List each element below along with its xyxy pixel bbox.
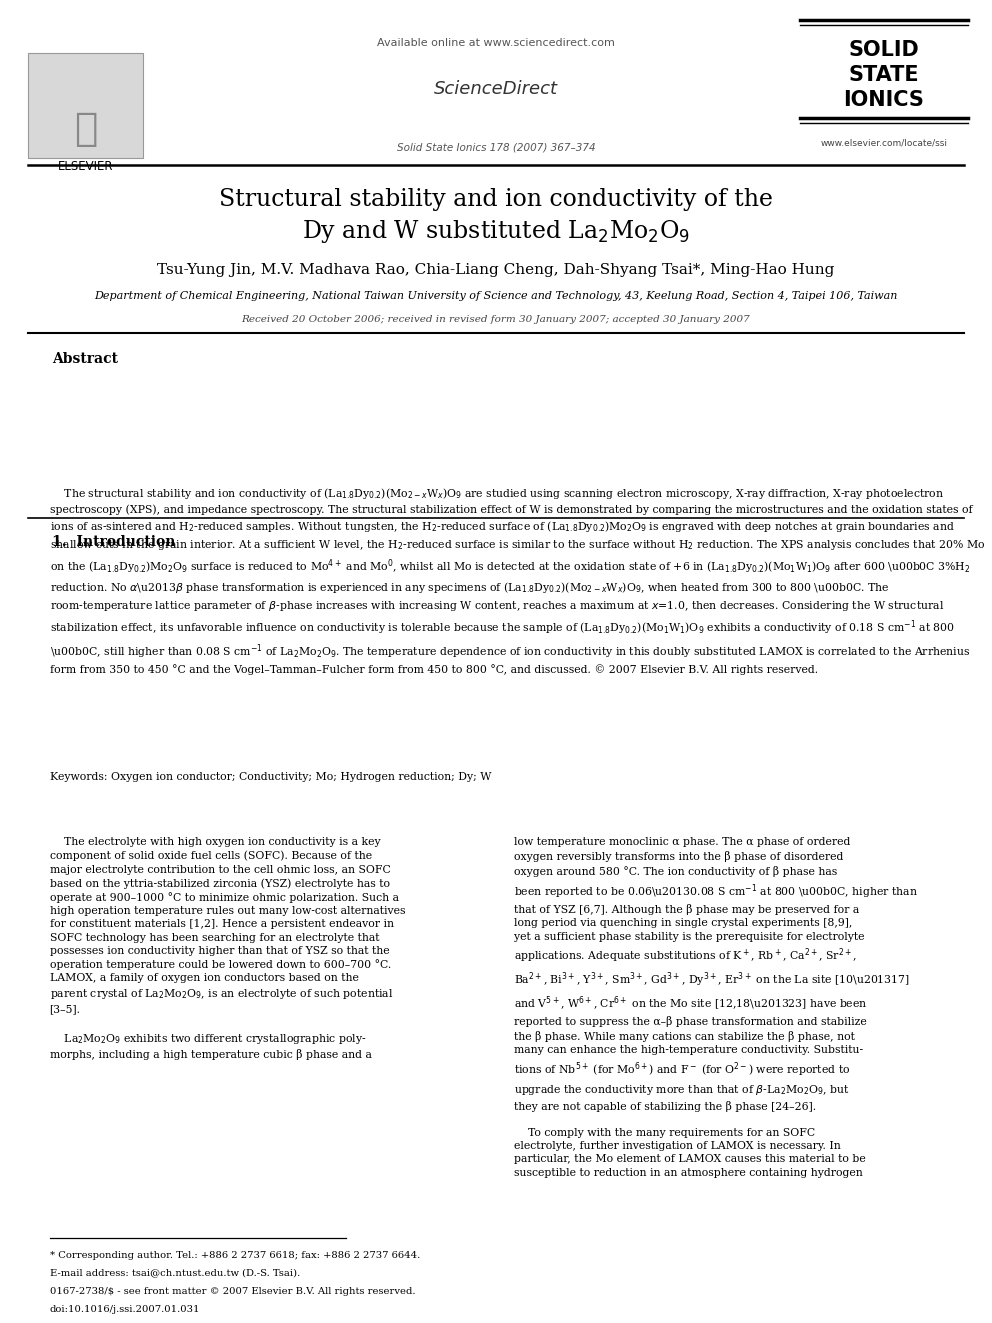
Text: Available online at www.sciencedirect.com: Available online at www.sciencedirect.co…	[377, 38, 615, 48]
Text: low temperature monoclinic α phase. The α phase of ordered
oxygen reversibly tra: low temperature monoclinic α phase. The …	[514, 837, 918, 1177]
Text: * Corresponding author. Tel.: +886 2 2737 6618; fax: +886 2 2737 6644.: * Corresponding author. Tel.: +886 2 273…	[50, 1250, 420, 1259]
Text: Solid State Ionics 178 (2007) 367–374: Solid State Ionics 178 (2007) 367–374	[397, 143, 595, 153]
Text: www.elsevier.com/locate/ssi: www.elsevier.com/locate/ssi	[820, 138, 947, 147]
Text: Tsu-Yung Jin, M.V. Madhava Rao, Chia-Liang Cheng, Dah-Shyang Tsai*, Ming-Hao Hun: Tsu-Yung Jin, M.V. Madhava Rao, Chia-Lia…	[158, 263, 834, 277]
Text: Abstract: Abstract	[52, 352, 118, 366]
Text: STATE: STATE	[849, 65, 920, 85]
Text: Keywords: Oxygen ion conductor; Conductivity; Mo; Hydrogen reduction; Dy; W: Keywords: Oxygen ion conductor; Conducti…	[50, 771, 491, 782]
Text: The electrolyte with high oxygen ion conductivity is a key
component of solid ox: The electrolyte with high oxygen ion con…	[50, 837, 405, 1061]
Text: Dy and W substituted La$_2$Mo$_2$O$_9$: Dy and W substituted La$_2$Mo$_2$O$_9$	[302, 218, 690, 245]
Text: Department of Chemical Engineering, National Taiwan University of Science and Te: Department of Chemical Engineering, Nati…	[94, 291, 898, 302]
Text: IONICS: IONICS	[843, 90, 925, 110]
Text: E-mail address: tsai@ch.ntust.edu.tw (D.-S. Tsai).: E-mail address: tsai@ch.ntust.edu.tw (D.…	[50, 1269, 300, 1278]
Text: ScienceDirect: ScienceDirect	[434, 79, 558, 98]
Text: 1.  Introduction: 1. Introduction	[52, 534, 176, 549]
FancyBboxPatch shape	[28, 53, 143, 157]
Text: doi:10.1016/j.ssi.2007.01.031: doi:10.1016/j.ssi.2007.01.031	[50, 1304, 200, 1314]
Text: Structural stability and ion conductivity of the: Structural stability and ion conductivit…	[219, 188, 773, 210]
Text: 0167-2738/$ - see front matter © 2007 Elsevier B.V. All rights reserved.: 0167-2738/$ - see front matter © 2007 El…	[50, 1287, 415, 1297]
Text: ⬛: ⬛	[74, 110, 97, 148]
Text: The structural stability and ion conductivity of (La$_{1.8}$Dy$_{0.2}$)(Mo$_{2-x: The structural stability and ion conduct…	[50, 486, 985, 676]
Text: SOLID: SOLID	[848, 40, 920, 60]
Text: Received 20 October 2006; received in revised form 30 January 2007; accepted 30 : Received 20 October 2006; received in re…	[242, 315, 750, 324]
Text: ELSEVIER: ELSEVIER	[59, 160, 114, 173]
